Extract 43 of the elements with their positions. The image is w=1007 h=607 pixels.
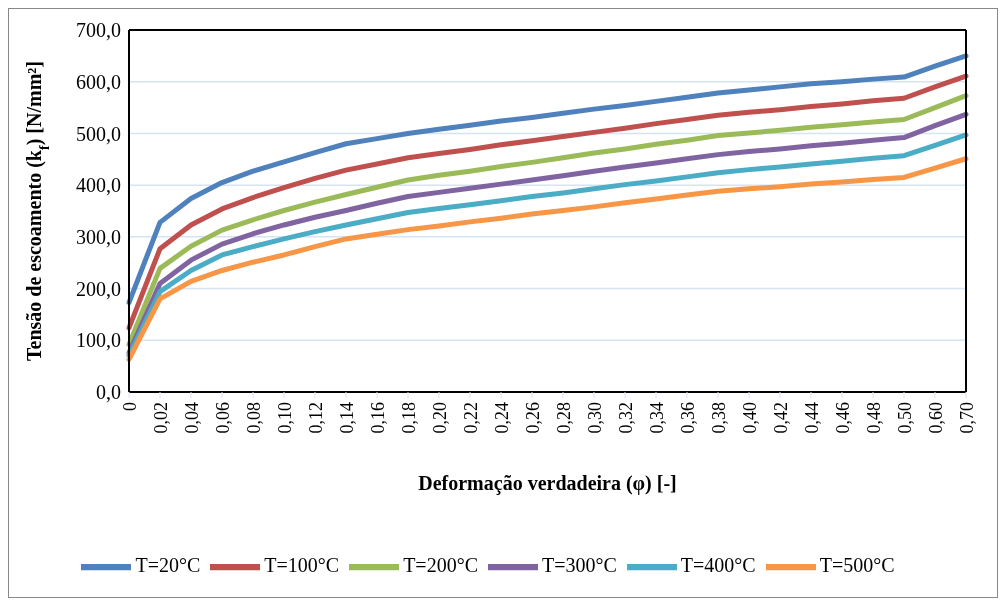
x-tick-label: 0,20 bbox=[429, 402, 450, 434]
x-tick-label: 0,38 bbox=[708, 402, 729, 434]
legend-label: T=400°C bbox=[680, 553, 756, 576]
legend-label: T=300°C bbox=[542, 553, 617, 576]
x-tick-label: 0,24 bbox=[491, 402, 512, 434]
y-tick-label: 500,0 bbox=[76, 122, 121, 145]
x-tick-label: 0,10 bbox=[274, 402, 295, 434]
x-tick-label: 0,04 bbox=[181, 402, 202, 434]
x-tick-label: 0,36 bbox=[677, 402, 698, 434]
x-axis-title: Deformação verdadeira (φ) [-] bbox=[418, 472, 677, 495]
x-tick-label: 0,06 bbox=[212, 402, 233, 434]
x-tick-label: 0,44 bbox=[801, 402, 822, 434]
x-tick-label: 0,02 bbox=[150, 402, 171, 434]
y-tick-label: 200,0 bbox=[76, 277, 121, 300]
x-tick-label: 0,42 bbox=[770, 402, 791, 434]
legend-label: T=200°C bbox=[403, 553, 478, 576]
y-tick-label: 400,0 bbox=[76, 174, 121, 197]
x-tick-label: 0,12 bbox=[305, 402, 326, 434]
x-tick-label: 0,48 bbox=[863, 402, 884, 434]
x-tick-label: 0,40 bbox=[739, 402, 760, 434]
y-tick-label: 100,0 bbox=[76, 329, 121, 352]
y-tick-label: 700,0 bbox=[76, 19, 121, 42]
x-tick-label: 0,70 bbox=[956, 402, 977, 434]
x-tick-label: 0,60 bbox=[925, 402, 946, 434]
x-tick-label: 0,50 bbox=[894, 402, 915, 434]
x-tick-label: 0,34 bbox=[646, 402, 667, 434]
legend-label: T=500°C bbox=[819, 553, 895, 576]
x-tick-label: 0,16 bbox=[367, 402, 388, 434]
y-tick-label: 0,0 bbox=[96, 381, 121, 404]
x-tick-label: 0,46 bbox=[832, 402, 853, 434]
x-tick-label: 0,26 bbox=[522, 402, 543, 434]
x-tick-label: 0,18 bbox=[398, 402, 419, 434]
x-tick-label: 0,28 bbox=[553, 402, 574, 434]
legend-label: T=100°C bbox=[264, 553, 340, 576]
x-tick-label: 0,32 bbox=[615, 402, 636, 434]
y-tick-label: 300,0 bbox=[76, 225, 121, 248]
x-tick-label: 0,08 bbox=[243, 402, 264, 434]
x-tick-label: 0 bbox=[119, 402, 140, 411]
x-tick-label: 0,30 bbox=[584, 402, 605, 434]
legend-label: T=20°C bbox=[135, 553, 201, 576]
y-tick-label: 600,0 bbox=[76, 70, 121, 93]
x-tick-label: 0,22 bbox=[460, 402, 481, 434]
x-tick-label: 0,14 bbox=[336, 402, 357, 434]
